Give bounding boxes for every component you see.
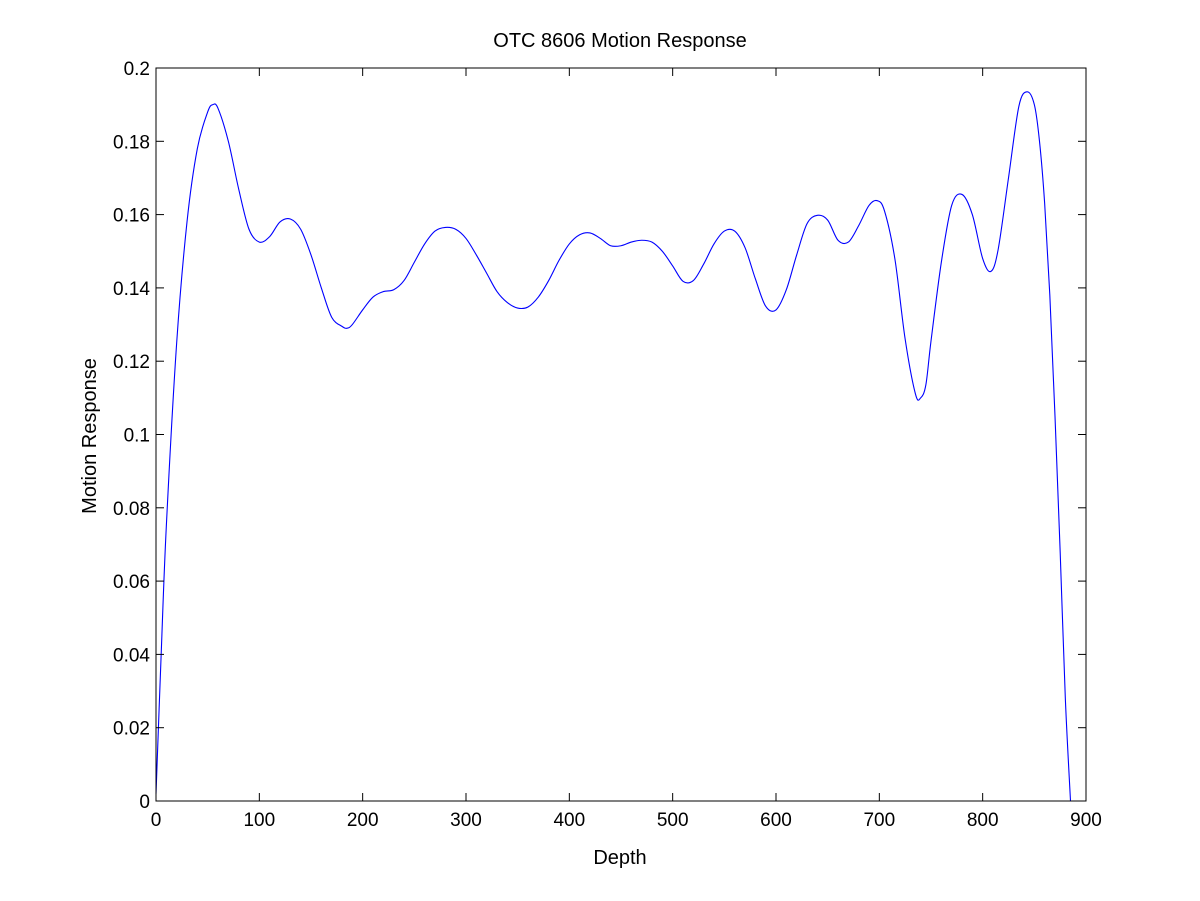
y-axis: 0 0.02 0.04 0.06 0.08 0.1 0.12 0.14 0.16 0.18 0.2 — [113, 59, 1086, 813]
y-tick-label: 0 — [139, 792, 150, 813]
y-tick-label: 0.18 — [113, 132, 150, 153]
x-tick-label: 800 — [967, 810, 999, 831]
series-layer — [155, 91, 1072, 802]
plot-area — [156, 68, 1086, 801]
x-tick-label: 500 — [657, 810, 689, 831]
y-tick-label: 0.16 — [113, 206, 150, 227]
y-tick-label: 0.2 — [124, 59, 150, 80]
x-tick-label: 0 — [151, 810, 162, 831]
y-tick-label: 0.08 — [113, 499, 150, 520]
x-tick-label: 900 — [1070, 810, 1102, 831]
x-tick-label: 300 — [450, 810, 482, 831]
y-tick-label: 0.04 — [113, 645, 150, 666]
x-tick-label: 200 — [347, 810, 379, 831]
x-tick-label: 700 — [863, 810, 895, 831]
x-axis: 0 100 200 300 400 500 600 700 800 900 — [151, 68, 1102, 831]
chart-title: OTC 8606 Motion Response — [493, 30, 746, 52]
x-tick-label: 100 — [243, 810, 275, 831]
y-tick-label: 0.02 — [113, 719, 150, 740]
x-tick-label: 600 — [760, 810, 792, 831]
y-axis-label: Motion Response — [79, 358, 101, 514]
y-tick-label: 0.14 — [113, 279, 150, 300]
y-tick-label: 0.12 — [113, 352, 150, 373]
y-tick-label: 0.06 — [113, 572, 150, 593]
x-axis-label: Depth — [593, 847, 646, 869]
series-line — [155, 91, 1072, 802]
y-tick-label: 0.1 — [124, 426, 150, 447]
x-tick-label: 400 — [553, 810, 585, 831]
